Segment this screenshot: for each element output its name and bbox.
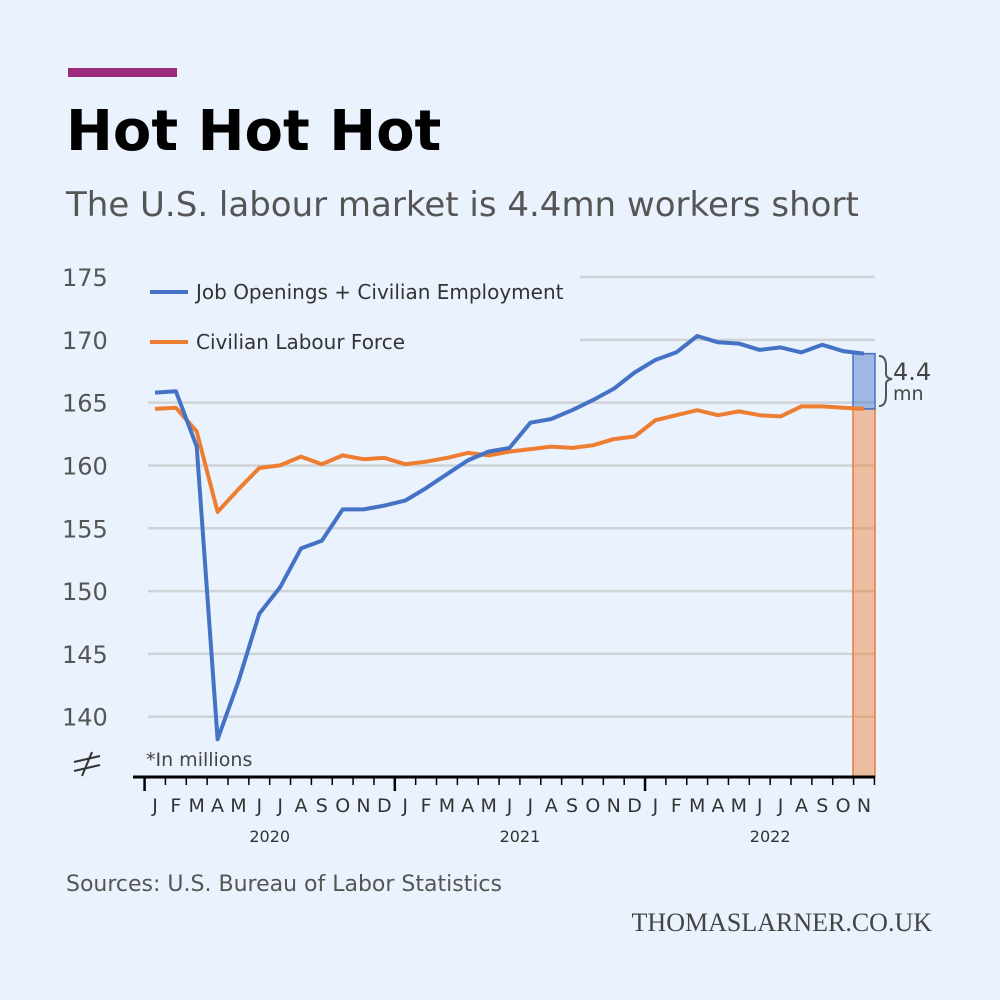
x-tick-label: J <box>652 795 659 817</box>
x-tick-label: A <box>294 795 307 817</box>
y-tick-label: 170 <box>62 327 108 355</box>
x-tick-label: F <box>170 795 181 817</box>
x-tick-label: J <box>255 795 262 817</box>
x-tick-label: O <box>335 795 350 817</box>
x-tick-label: M <box>731 795 747 817</box>
x-tick-label: M <box>189 795 205 817</box>
x-tick-label: A <box>211 795 224 817</box>
y-tick-label: 160 <box>62 452 108 480</box>
x-tick-label: M <box>689 795 705 817</box>
x-tick-label: O <box>836 795 851 817</box>
x-tick-label: A <box>461 795 474 817</box>
gap-label: 4.4 <box>893 358 931 386</box>
x-tick-label: J <box>401 795 408 817</box>
accent-bar <box>68 68 177 77</box>
x-tick-label: D <box>627 795 642 817</box>
year-label: 2021 <box>500 827 541 846</box>
x-tick-label: M <box>439 795 455 817</box>
series-line <box>154 404 865 514</box>
x-tick-label: S <box>316 795 328 817</box>
legend-background <box>140 262 580 362</box>
y-tick-label: 150 <box>62 578 108 606</box>
x-tick-label: F <box>421 795 432 817</box>
chart-title: Hot Hot Hot <box>66 99 441 164</box>
x-tick-label: S <box>566 795 578 817</box>
x-tick-label: J <box>276 795 283 817</box>
legend-label: Job Openings + Civilian Employment <box>194 280 564 304</box>
x-tick-label: O <box>585 795 600 817</box>
legend-label: Civilian Labour Force <box>196 330 405 354</box>
x-tick-label: A <box>545 795 558 817</box>
series-line <box>154 334 865 742</box>
x-tick-label: J <box>756 795 763 817</box>
footnote: *In millions <box>146 749 252 771</box>
year-label: 2020 <box>249 827 290 846</box>
x-tick-label: J <box>151 795 158 817</box>
chart-subtitle: The U.S. labour market is 4.4mn workers … <box>65 185 859 225</box>
source: Sources: U.S. Bureau of Labor Statistics <box>66 872 502 897</box>
axis-break <box>73 751 101 777</box>
gap-bar <box>852 352 876 410</box>
gap-unit: mn <box>893 383 924 405</box>
x-tick-label: F <box>671 795 682 817</box>
x-tick-label: A <box>712 795 725 817</box>
labour-force-bar <box>852 408 876 778</box>
x-tick-label: N <box>356 795 370 817</box>
x-tick-label: N <box>857 795 871 817</box>
year-label: 2022 <box>750 827 791 846</box>
x-tick-label: J <box>777 795 784 817</box>
x-tick-label: J <box>527 795 534 817</box>
x-tick-label: M <box>230 795 246 817</box>
x-tick-label: J <box>506 795 513 817</box>
gap-brace <box>878 355 893 407</box>
y-tick-label: 140 <box>62 704 108 732</box>
watermark: THOMASLARNER.CO.UK <box>632 908 933 937</box>
x-tick-label: M <box>480 795 496 817</box>
plot-area: 140 145 150 155 160 165 170 175 Job Openings + C… <box>62 262 876 846</box>
x-tick-label: D <box>377 795 392 817</box>
y-tick-label: 175 <box>62 264 108 292</box>
y-tick-label: 145 <box>62 641 108 669</box>
x-tick-label: S <box>816 795 828 817</box>
y-tick-label: 155 <box>62 515 108 543</box>
x-tick-label: N <box>607 795 621 817</box>
x-tick-label: A <box>795 795 808 817</box>
y-tick-label: 165 <box>62 390 108 418</box>
